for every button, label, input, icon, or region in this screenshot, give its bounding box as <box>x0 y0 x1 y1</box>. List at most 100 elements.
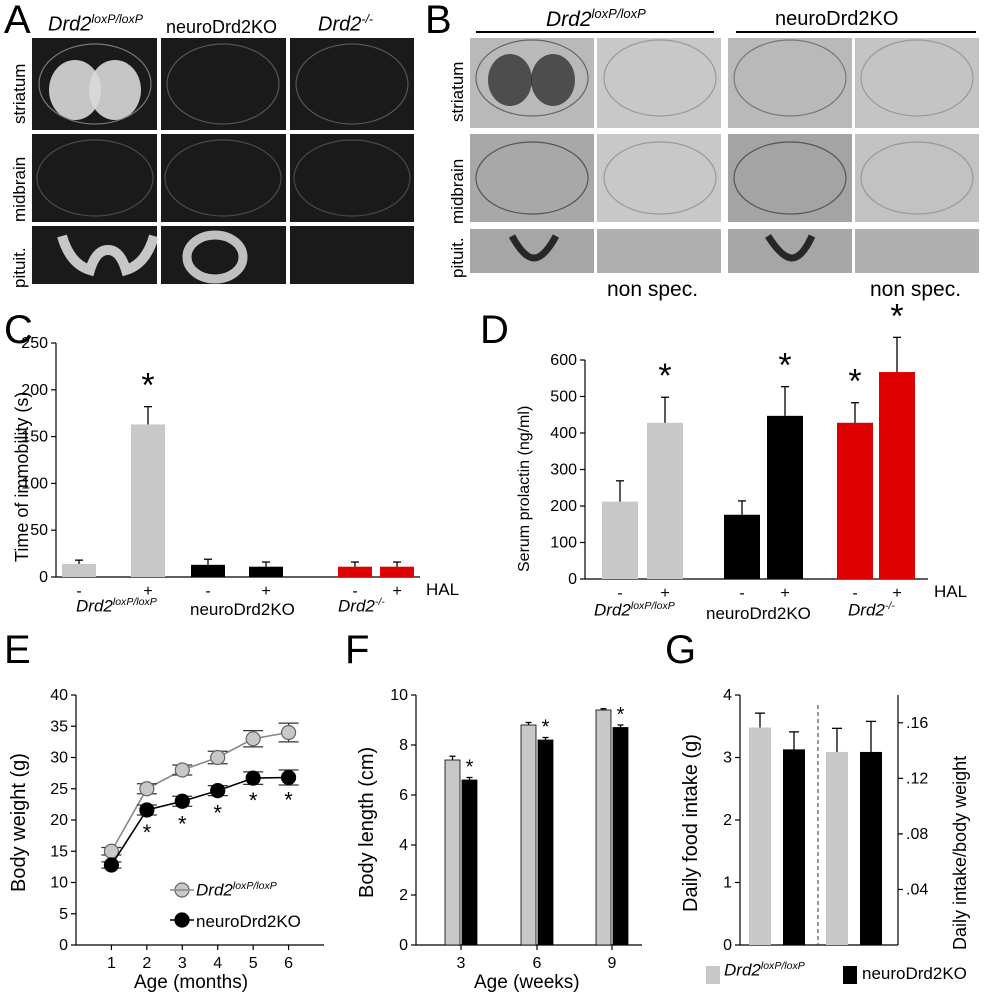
y-tick-label-right: .12 <box>906 770 928 787</box>
significance-marker: * <box>284 788 293 813</box>
y-tick-label: 0 <box>399 937 408 954</box>
bar <box>724 514 760 579</box>
treatment-label: + <box>143 583 152 600</box>
x-tick-label: 3 <box>178 955 187 972</box>
significance-marker: * <box>466 757 474 779</box>
data-point <box>210 749 226 766</box>
data-point <box>245 770 261 786</box>
data-point <box>280 724 297 741</box>
y-tick-label: 20 <box>50 812 68 829</box>
treatment-label: - <box>617 585 622 602</box>
panel-d-group-label-2: neuroDrd2KO <box>706 604 811 623</box>
bar <box>860 751 882 945</box>
series-sup: loxP/loxP <box>232 880 277 892</box>
genotype-name: Drd2 <box>48 13 92 36</box>
bar <box>338 566 372 577</box>
bar <box>602 501 638 579</box>
image-b-pituit-flox-nonspec <box>597 229 721 273</box>
y-tick-label: 40 <box>50 687 68 704</box>
x-tick-label: 1 <box>107 955 116 972</box>
bar <box>647 422 683 579</box>
significance-marker: * <box>141 367 154 405</box>
y-tick-label-right: .08 <box>906 826 928 843</box>
panel-c-group-label-1: Drd2loxP/loxP <box>76 596 157 617</box>
panel-f-xlabel: Age (weeks) <box>474 972 580 993</box>
group-name: Drd2 <box>76 596 113 616</box>
data-point <box>174 762 190 778</box>
y-tick-label: 600 <box>550 352 577 369</box>
y-tick-label: 25 <box>50 781 68 798</box>
bar <box>879 372 915 579</box>
panel-g-legend-label-1: Drd2loxP/loxP <box>724 960 805 981</box>
significance-marker: * <box>658 357 671 395</box>
data-point <box>139 781 155 797</box>
panel-letter-f: F <box>345 628 370 672</box>
data-point <box>245 731 261 747</box>
panel-b-genotype-2: neuroDrd2KO <box>775 8 899 30</box>
y-tick-label: 500 <box>550 389 577 406</box>
panel-b-nonspec-1: non spec. <box>607 278 699 301</box>
panel-a-genotype-2: neuroDrd2KO <box>166 17 278 37</box>
data-point <box>103 857 120 873</box>
x-tick-label: 6 <box>284 955 293 972</box>
y-tick-label: 0 <box>568 571 577 588</box>
y-tick-label: 300 <box>550 462 577 479</box>
y-tick-label: 8 <box>399 737 408 754</box>
y-tick-label: 100 <box>21 475 48 492</box>
panel-c-group-label-3: Drd2-/- <box>338 596 385 617</box>
significance-marker: * <box>213 801 222 826</box>
significance-marker: * <box>542 717 550 739</box>
y-tick-label: 250 <box>21 335 48 352</box>
genotype-name: Drd2 <box>546 8 592 31</box>
treatment-label: - <box>76 583 81 600</box>
panel-e-xlabel: Age (months) <box>134 972 249 993</box>
y-tick-label: 6 <box>399 787 408 804</box>
x-tick-label: 6 <box>533 955 542 972</box>
image-a-pituit-null <box>290 226 414 284</box>
treatment-label: + <box>261 583 270 600</box>
bar <box>749 727 771 945</box>
data-point <box>174 793 190 809</box>
legend-sup: loxP/loxP <box>760 960 805 972</box>
image-b-pituit-neuroko-nonspec <box>855 229 979 273</box>
x-tick-label: 9 <box>608 955 617 972</box>
treatment-label: - <box>352 583 357 600</box>
y-tick-label: 30 <box>50 750 68 767</box>
panel-c-treatment-label: HAL <box>426 580 460 599</box>
y-tick-label: 3 <box>723 750 732 767</box>
group-name: Drd2 <box>848 600 885 620</box>
group-sup: -/- <box>884 600 895 612</box>
y-tick-label: 5 <box>59 906 68 923</box>
y-tick-label: 200 <box>21 382 48 399</box>
significance-marker: * <box>249 788 258 813</box>
significance-marker: * <box>178 811 187 836</box>
x-tick-label: 2 <box>142 955 151 972</box>
bar <box>767 415 803 579</box>
genotype-sup: loxP/loxP <box>591 6 646 21</box>
treatment-label: + <box>780 585 789 602</box>
panel-letter-c: C <box>4 308 33 352</box>
group-name: Drd2 <box>594 600 631 620</box>
panel-b-nonspec-2: non spec. <box>870 278 962 301</box>
treatment-label: - <box>205 583 210 600</box>
data-point <box>280 769 297 786</box>
data-point <box>210 783 226 799</box>
y-tick-label: 35 <box>50 718 68 735</box>
x-tick-label: 4 <box>213 955 222 972</box>
legend-swatch <box>843 966 857 984</box>
bar <box>826 751 848 945</box>
y-tick-label: 200 <box>550 498 577 515</box>
y-tick-label: 0 <box>39 569 48 586</box>
panel-c-group-label-2: neuroDrd2KO <box>190 600 295 619</box>
y-tick-label: 0 <box>723 937 732 954</box>
group-sup: loxP/loxP <box>112 596 157 608</box>
genotype-sup: -/- <box>361 12 374 26</box>
y-tick-label-right: .16 <box>906 715 928 732</box>
significance-marker: * <box>848 363 861 401</box>
data-point <box>139 802 155 818</box>
